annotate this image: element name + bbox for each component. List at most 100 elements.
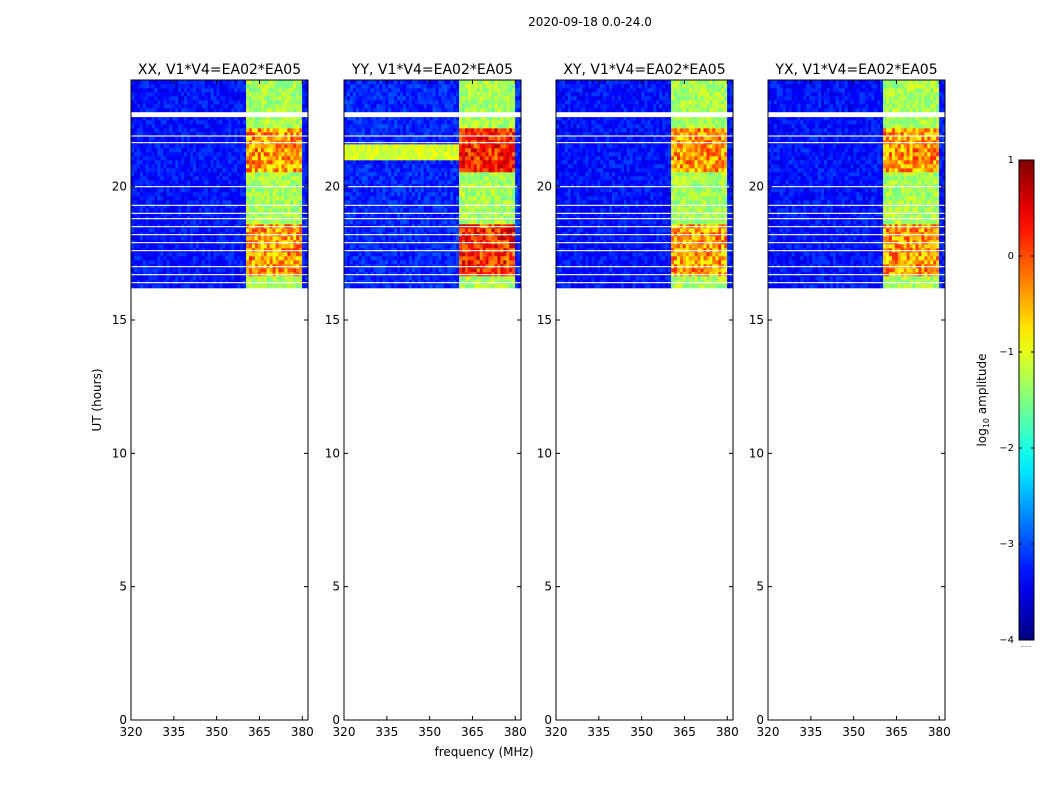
- heatmap-cell: [367, 192, 371, 197]
- heatmap-cell: [287, 164, 291, 169]
- heatmap-cell: [506, 176, 510, 181]
- heatmap-cell: [408, 192, 413, 197]
- heatmap-cell: [509, 284, 513, 289]
- heatmap-cell: [515, 228, 519, 233]
- heatmap-cell: [494, 236, 498, 241]
- heatmap-cell: [249, 144, 253, 149]
- heatmap-cell: [201, 196, 206, 201]
- heatmap-cell: [488, 260, 492, 265]
- heatmap-cell: [358, 164, 362, 169]
- heatmap-cell: [175, 204, 179, 209]
- heatmap-cell: [467, 168, 472, 173]
- heatmap-cell: [349, 168, 354, 173]
- heatmap-cell: [160, 164, 164, 169]
- heatmap-cell: [228, 88, 232, 93]
- heatmap-cell: [275, 136, 279, 141]
- heatmap-cell: [379, 180, 383, 185]
- heatmap-cell: [160, 144, 164, 149]
- heatmap-cell: [426, 220, 430, 225]
- heatmap-cell: [172, 96, 176, 101]
- heatmap-cell: [222, 172, 226, 177]
- heatmap-cell: [216, 196, 220, 201]
- heatmap-cell: [145, 120, 149, 125]
- heatmap-cell: [397, 200, 401, 205]
- heatmap-cell: [254, 104, 259, 109]
- heatmap-cell: [444, 260, 448, 265]
- heatmap-cell: [438, 192, 442, 197]
- heatmap-cell: [178, 252, 182, 257]
- heatmap-cell: [382, 268, 386, 273]
- heatmap-cell: [429, 236, 433, 241]
- heatmap-cell: [172, 124, 176, 129]
- heatmap-cell: [145, 108, 149, 113]
- heatmap-cell: [417, 188, 421, 193]
- heatmap-cell: [246, 164, 250, 169]
- heatmap-cell: [453, 284, 457, 289]
- heatmap-cell: [254, 108, 259, 113]
- heatmap-cell: [187, 256, 191, 261]
- heatmap-cell: [344, 204, 348, 209]
- heatmap-cell: [204, 252, 208, 257]
- heatmap-cell: [494, 200, 498, 205]
- heatmap-cell: [305, 164, 309, 169]
- heatmap-cell: [361, 268, 365, 273]
- heatmap-cell: [133, 100, 138, 105]
- heatmap-cell: [462, 188, 466, 193]
- heatmap-cell: [172, 228, 176, 233]
- heatmap-cell: [394, 236, 398, 241]
- heatmap-cell: [198, 236, 203, 241]
- heatmap-cell: [136, 180, 141, 185]
- heatmap-cell: [219, 104, 223, 109]
- heatmap-cell: [473, 256, 478, 261]
- heatmap-cell: [435, 200, 439, 205]
- heatmap-cell: [204, 120, 208, 125]
- heatmap-cell: [204, 276, 208, 281]
- heatmap-cell: [403, 268, 407, 273]
- heatmap-cell: [210, 128, 214, 133]
- heatmap-cell: [249, 252, 253, 257]
- heatmap-cell: [302, 260, 306, 265]
- heatmap-cell: [231, 204, 235, 209]
- heatmap-cell: [506, 192, 510, 197]
- heatmap-cell: [373, 188, 377, 193]
- heatmap-cell: [169, 80, 173, 85]
- heatmap-cell: [467, 244, 472, 249]
- heatmap-cell: [154, 172, 158, 177]
- heatmap-cell: [133, 228, 138, 233]
- heatmap-cell: [198, 152, 203, 157]
- heatmap-cell: [133, 268, 138, 273]
- heatmap-cell: [467, 252, 472, 257]
- heatmap-cell: [497, 196, 501, 201]
- heatmap-cell: [275, 228, 279, 233]
- heatmap-cell: [405, 212, 410, 217]
- heatmap-cell: [408, 212, 413, 217]
- heatmap-cell: [272, 192, 276, 197]
- heatmap-cell: [249, 136, 253, 141]
- heatmap-cell: [459, 276, 463, 281]
- heatmap-cell: [175, 152, 179, 157]
- heatmap-cell: [364, 180, 368, 185]
- heatmap-cell: [228, 176, 232, 181]
- heatmap-cell: [447, 176, 451, 181]
- flagged-row: [131, 266, 308, 268]
- heatmap-cell: [287, 104, 291, 109]
- heatmap-cell: [249, 100, 253, 105]
- heatmap-cell: [249, 208, 253, 213]
- heatmap-cell: [269, 180, 273, 185]
- heatmap-cell: [266, 124, 270, 129]
- heatmap-cell: [169, 192, 173, 197]
- heatmap-cell: [281, 180, 285, 185]
- heatmap-cell: [166, 228, 170, 233]
- heatmap-cell: [408, 268, 413, 273]
- heatmap-cell: [228, 268, 232, 273]
- heatmap-cell: [296, 284, 300, 289]
- heatmap-cell: [219, 236, 223, 241]
- heatmap-cell: [228, 172, 232, 177]
- heatmap-cell: [352, 244, 357, 249]
- heatmap-cell: [500, 196, 504, 201]
- heatmap-cell: [444, 268, 448, 273]
- heatmap-cell: [278, 276, 282, 281]
- heatmap-cell: [163, 236, 167, 241]
- heatmap-cell: [509, 256, 513, 261]
- heatmap-cell: [385, 164, 389, 169]
